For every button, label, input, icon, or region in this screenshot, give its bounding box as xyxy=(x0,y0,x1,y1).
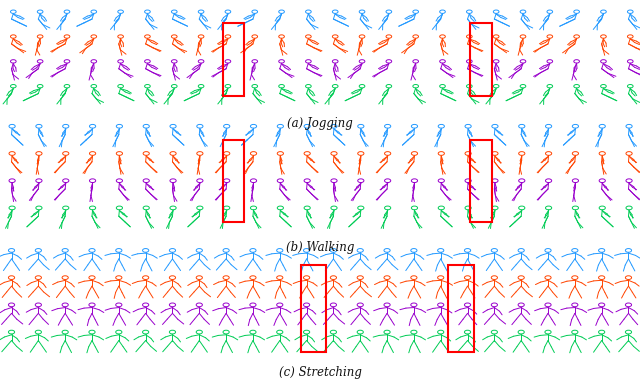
Text: (c) Stretching: (c) Stretching xyxy=(278,366,362,379)
Bar xyxy=(301,265,326,352)
Text: (a) Jogging: (a) Jogging xyxy=(287,117,353,129)
Text: (b) Walking: (b) Walking xyxy=(286,241,354,254)
Bar xyxy=(448,265,474,352)
Bar xyxy=(470,23,492,96)
Bar xyxy=(223,140,244,222)
Bar xyxy=(470,140,492,222)
Bar xyxy=(223,23,244,96)
